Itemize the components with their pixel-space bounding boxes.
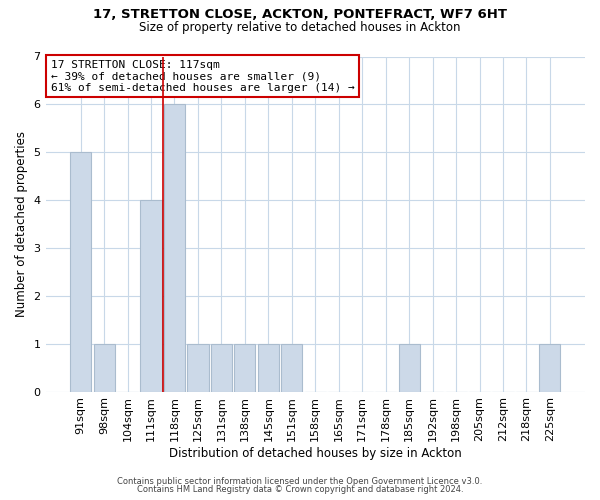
Text: Contains HM Land Registry data © Crown copyright and database right 2024.: Contains HM Land Registry data © Crown c…	[137, 485, 463, 494]
Text: Contains public sector information licensed under the Open Government Licence v3: Contains public sector information licen…	[118, 477, 482, 486]
Y-axis label: Number of detached properties: Number of detached properties	[15, 131, 28, 317]
Bar	[235, 344, 256, 392]
Text: 17, STRETTON CLOSE, ACKTON, PONTEFRACT, WF7 6HT: 17, STRETTON CLOSE, ACKTON, PONTEFRACT, …	[93, 8, 507, 20]
Bar	[258, 344, 279, 392]
Bar	[398, 344, 419, 392]
Text: 17 STRETTON CLOSE: 117sqm
← 39% of detached houses are smaller (9)
61% of semi-d: 17 STRETTON CLOSE: 117sqm ← 39% of detac…	[51, 60, 355, 93]
Bar	[70, 152, 91, 392]
Bar	[539, 344, 560, 392]
Bar	[94, 344, 115, 392]
Bar	[281, 344, 302, 392]
Bar	[140, 200, 161, 392]
Bar	[164, 104, 185, 392]
Bar	[211, 344, 232, 392]
Bar	[187, 344, 209, 392]
Text: Size of property relative to detached houses in Ackton: Size of property relative to detached ho…	[139, 21, 461, 34]
X-axis label: Distribution of detached houses by size in Ackton: Distribution of detached houses by size …	[169, 447, 461, 460]
